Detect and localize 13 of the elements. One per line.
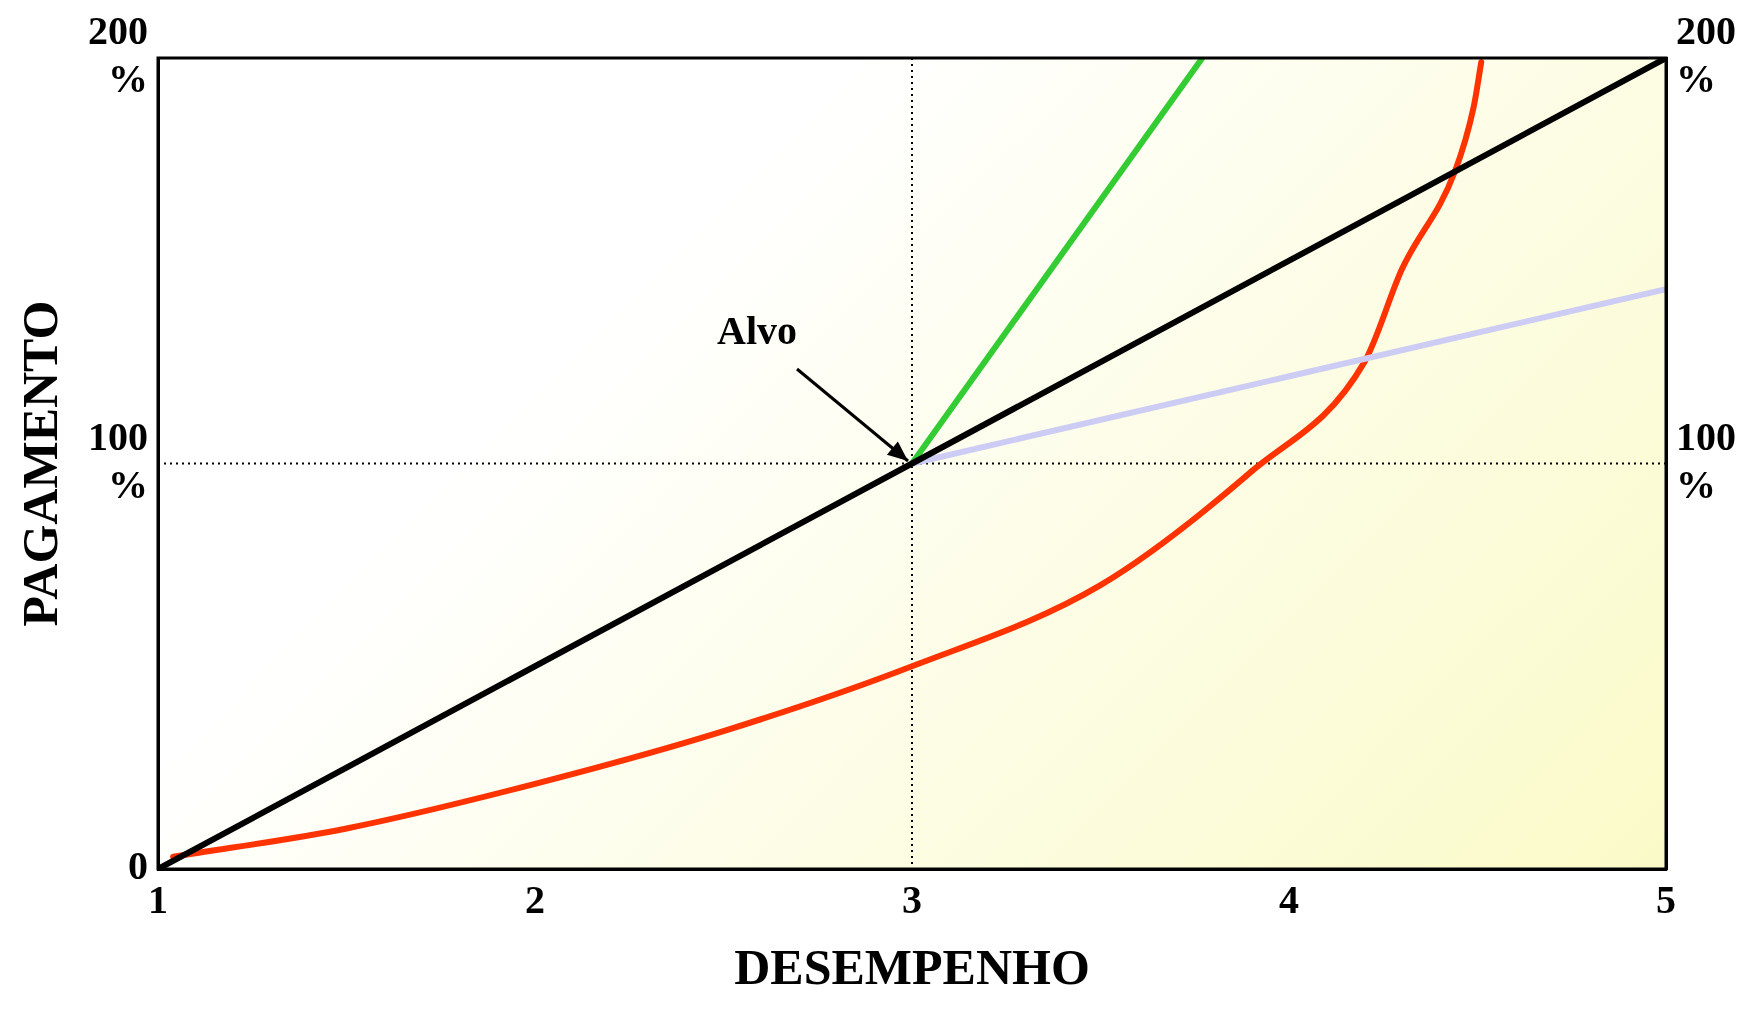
y-tick-label: 100 %: [88, 413, 148, 507]
x-tick-label: 2: [525, 877, 545, 923]
x-axis-title: DESEMPENHO: [734, 938, 1090, 995]
annotation: Alvo: [717, 307, 797, 353]
y2-tick-label: 100 %: [1676, 413, 1736, 507]
y-axis-title: PAGAMENTO: [11, 300, 68, 627]
y2-tick-label: 200 %: [1676, 8, 1736, 102]
y-tick-label: 200 %: [88, 8, 148, 102]
y-tick-label: 0: [128, 843, 148, 889]
x-tick-label: 4: [1279, 877, 1299, 923]
x-tick-label: 1: [148, 877, 168, 923]
x-tick-label: 3: [902, 877, 922, 923]
x-tick-label: 5: [1656, 877, 1676, 923]
